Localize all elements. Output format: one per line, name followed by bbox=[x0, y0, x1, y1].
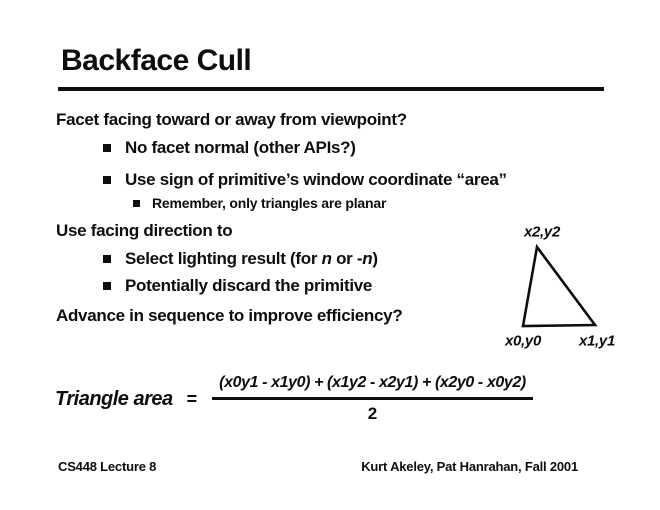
facet-facing-line: Facet facing toward or away from viewpoi… bbox=[56, 110, 407, 129]
bullet-no-facet-normal: No facet normal (other APIs?) bbox=[103, 138, 356, 158]
page-title: Backface Cull bbox=[61, 44, 252, 77]
bullet-text: Use sign of primitive’s window coordinat… bbox=[125, 170, 507, 189]
bullet-use-sign: Use sign of primitive’s window coordinat… bbox=[103, 170, 507, 190]
denominator: 2 bbox=[367, 404, 378, 423]
bullet-select-lighting: Select lighting result (for n or -n) bbox=[103, 249, 378, 269]
triangle-figure: x2,y2 x0,y0 x1,y1 bbox=[480, 215, 660, 355]
use-facing-line: Use facing direction to bbox=[56, 221, 233, 240]
subbullet-text: Remember, only triangles are planar bbox=[152, 195, 387, 211]
subbullet-remember: Remember, only triangles are planar bbox=[133, 195, 386, 212]
vertex-label-bottom-right: x1,y1 bbox=[578, 332, 616, 350]
bullet-text: Potentially discard the primitive bbox=[125, 276, 373, 295]
vertex-label-top: x2,y2 bbox=[523, 223, 561, 241]
normal-variable: n bbox=[321, 249, 332, 268]
triangle-area-formula: Triangle area = (x0y1 - x1y0) + (x1y2 - … bbox=[55, 374, 533, 424]
square-bullet-icon bbox=[103, 144, 111, 152]
square-bullet-icon bbox=[103, 282, 111, 290]
title-underline bbox=[58, 87, 604, 91]
square-bullet-icon bbox=[103, 176, 111, 184]
square-bullet-icon bbox=[103, 255, 111, 263]
bullet-text: Select lighting result (for n or -n) bbox=[125, 249, 378, 268]
bullet-potentially-discard: Potentially discard the primitive bbox=[103, 276, 372, 296]
numerator: (x0y1 - x1y0) + (x1y2 - x2y1) + (x2y0 - … bbox=[212, 374, 533, 400]
triangle-shape bbox=[521, 243, 598, 328]
equals-sign: = bbox=[186, 388, 198, 409]
formula-label: Triangle area bbox=[55, 387, 173, 410]
vertex-label-bottom-left: x0,y0 bbox=[504, 332, 542, 350]
footer-course-label: CS448 Lecture 8 bbox=[58, 459, 157, 474]
fraction: (x0y1 - x1y0) + (x1y2 - x2y1) + (x2y0 - … bbox=[212, 374, 533, 424]
negated-normal-variable: n bbox=[362, 249, 373, 268]
footer-authors-label: Kurt Akeley, Pat Hanrahan, Fall 2001 bbox=[361, 459, 578, 474]
square-bullet-icon bbox=[133, 200, 140, 207]
advance-line: Advance in sequence to improve efficienc… bbox=[56, 306, 403, 325]
bullet-text: No facet normal (other APIs?) bbox=[125, 138, 356, 157]
